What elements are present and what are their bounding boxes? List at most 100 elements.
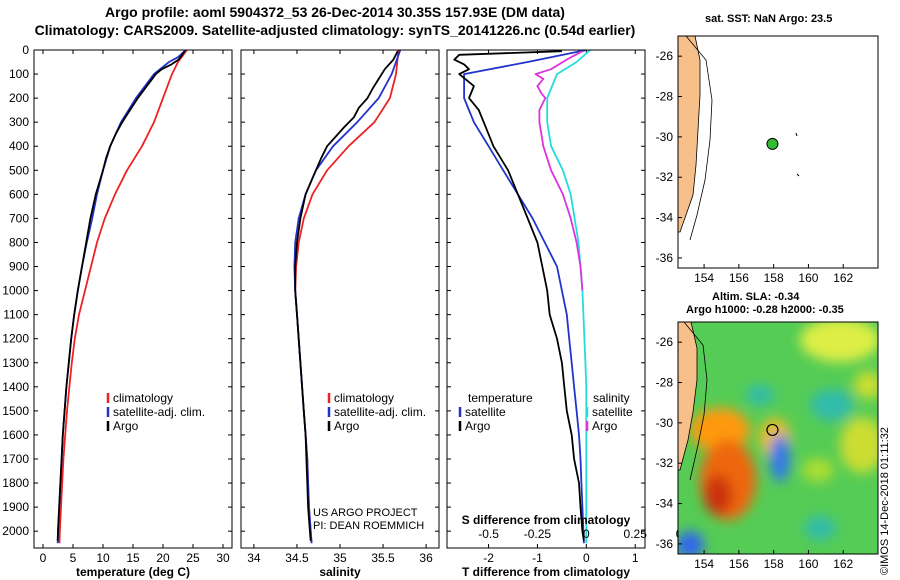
map-y-tick-label: -34 — [656, 497, 674, 511]
x-tick-label: 15 — [126, 551, 140, 565]
series-group — [453, 50, 591, 544]
x-tick-label: 10 — [96, 551, 110, 565]
plot-frame — [240, 49, 440, 549]
y-tick-label: 1600 — [2, 428, 29, 442]
map-x-tick-label: 156 — [729, 557, 749, 571]
s-tick-label: -0.5 — [478, 527, 499, 541]
x-tick-label: 0 — [583, 551, 590, 565]
sla-map-frame — [677, 321, 879, 555]
x-tick-label: -2 — [483, 551, 494, 565]
project-annotation: PI: DEAN ROEMMICH — [313, 520, 424, 532]
s-axis-label: S difference from climatology — [462, 513, 631, 527]
map-y-tick-label: -32 — [656, 170, 674, 184]
argo-float-location-marker — [766, 423, 779, 437]
x-tick-label: 34 — [247, 551, 261, 565]
temperature-legend-label: Argo — [113, 419, 139, 433]
map-y-tick-label: -30 — [656, 416, 674, 430]
plot-frame — [33, 49, 233, 549]
salinity-legend-label: Argo — [334, 419, 360, 433]
series-group — [56, 50, 188, 544]
map-y-tick-label: -26 — [656, 49, 674, 63]
island-mark — [795, 132, 798, 137]
map-y-tick-label: -30 — [656, 130, 674, 144]
y-tick-label: 700 — [9, 211, 29, 225]
y-tick-label: 0 — [22, 43, 29, 57]
series-group — [293, 50, 402, 544]
argo-float-location-marker — [766, 137, 779, 150]
y-tick-label: 300 — [9, 115, 29, 129]
salinity-panel: 34 34.5 35 35.5 36 salinity climatologysatelli… — [240, 49, 440, 579]
x-tick-label: -1 — [532, 551, 543, 565]
y-tick-label: 800 — [9, 235, 29, 249]
coastline-land — [678, 36, 701, 233]
map-x-tick-label: 162 — [833, 271, 853, 285]
y-tick-label: 600 — [9, 187, 29, 201]
series-line-climatology — [58, 50, 188, 544]
plot-frame — [446, 49, 646, 549]
y-tick-label: 200 — [9, 91, 29, 105]
map-x-tick-label: 162 — [833, 557, 853, 571]
map-x-tick-label: 158 — [764, 557, 784, 571]
series-line-argo — [56, 50, 186, 541]
temperature-legend-label: satellite-adj. clim. — [113, 405, 205, 419]
y-tick-label: 2000 — [2, 524, 29, 538]
x-axis-label: temperature (deg C) — [76, 565, 190, 579]
sla-map-title-line1: Altim. SLA: -0.34 — [712, 291, 800, 303]
y-tick-label: 1000 — [2, 284, 29, 298]
x-tick-label: 36 — [419, 551, 433, 565]
difference-legend-title: salinity — [593, 391, 630, 405]
series-line-s-argo — [534, 50, 584, 291]
map-x-tick-label: 156 — [729, 271, 749, 285]
y-tick-label: 1100 — [3, 308, 29, 322]
map-y-tick-label: -28 — [656, 90, 674, 104]
y-tick-label: 1900 — [2, 500, 29, 514]
map-x-tick-label: 160 — [798, 271, 818, 285]
island-mark — [796, 173, 800, 177]
x-tick-label: 20 — [156, 551, 170, 565]
map-y-tick-label: -32 — [656, 456, 674, 470]
project-annotation: US ARGO PROJECT — [313, 507, 418, 519]
coastline-land — [678, 322, 698, 471]
s-tick-label: -0.25 — [524, 527, 552, 541]
salinity-legend-label: satellite-adj. clim. — [334, 405, 426, 419]
location-map-frame — [677, 35, 879, 269]
x-tick-label: 5 — [70, 551, 77, 565]
salinity-legend-label: climatology — [334, 391, 394, 405]
difference-legend-salinity-label: Argo — [592, 419, 618, 433]
y-tick-label: 500 — [9, 163, 29, 177]
sla-map: 154 156 158 160 162 -26 -28 -30 -32 -34 -36 — [656, 321, 879, 571]
y-tick-label: 1200 — [2, 332, 29, 346]
difference-legend-temperature-label: Argo — [465, 419, 491, 433]
location-map-background — [678, 36, 878, 268]
temperature-panel: 0 5 10 15 20 25 300100200300400500600700800900… — [2, 43, 233, 579]
difference-legend-salinity-label: satellite — [592, 405, 633, 419]
x-tick-label: 25 — [186, 551, 200, 565]
y-tick-label: 1300 — [2, 356, 29, 370]
sla-heatmap-field — [678, 322, 878, 554]
sla-map-title-line2: Argo h1000: -0.28 h2000: -0.35 — [686, 304, 844, 316]
difference-legend-title: temperature — [468, 391, 533, 405]
map-y-tick-label: -28 — [656, 376, 674, 390]
difference-panel: -2 -1 0 1T difference from climatology -0.5 -… — [446, 49, 693, 579]
x-tick-label: 30 — [216, 551, 230, 565]
map-y-tick-label: -36 — [656, 251, 674, 265]
shelf-contour — [685, 36, 713, 241]
y-tick-label: 1700 — [2, 452, 29, 466]
x-tick-label: 35.5 — [371, 551, 395, 565]
shelf-contour — [683, 322, 708, 481]
s-tick-label: 0.25 — [624, 527, 648, 541]
x-tick-label: 34.5 — [285, 551, 309, 565]
difference-legend-temperature-label: satellite — [465, 405, 506, 419]
y-tick-label: 900 — [9, 260, 29, 274]
y-tick-label: 100 — [9, 67, 29, 81]
map-y-tick-label: -36 — [656, 537, 674, 551]
map-y-tick-label: -26 — [656, 335, 674, 349]
map-x-tick-label: 154 — [694, 271, 714, 285]
location-map: 154 156 158 160 162 -26 -28 -30 -32 -34 -36 — [656, 35, 879, 285]
plot-area — [241, 50, 439, 548]
map-x-tick-label: 158 — [764, 271, 784, 285]
map-x-tick-label: 160 — [798, 557, 818, 571]
location-map-title: sat. SST: NaN Argo: 23.5 — [705, 13, 833, 25]
y-tick-label: 1800 — [2, 476, 29, 490]
series-line-t-argo — [453, 50, 585, 541]
